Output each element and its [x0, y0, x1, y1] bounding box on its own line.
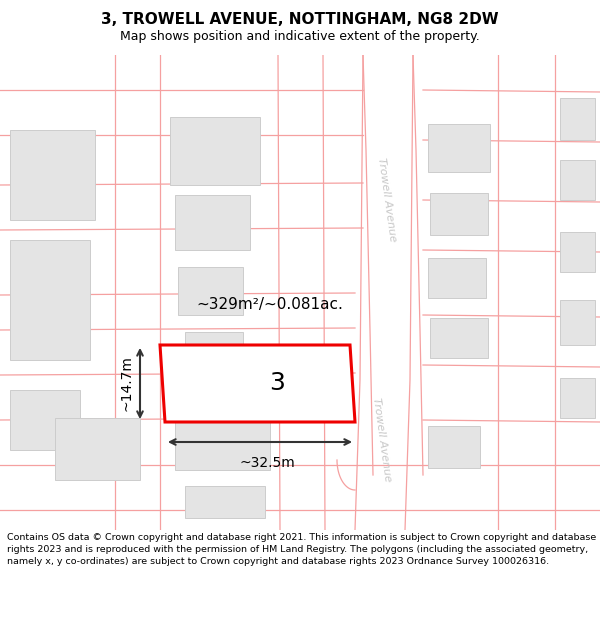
Text: ~329m²/~0.081ac.: ~329m²/~0.081ac. [197, 298, 343, 312]
Bar [428, 258, 486, 298]
Bar [10, 390, 80, 450]
Bar [430, 193, 488, 235]
Text: Trowell Avenue: Trowell Avenue [371, 398, 393, 482]
Bar [178, 267, 243, 315]
Bar [55, 418, 140, 480]
Bar [185, 486, 265, 518]
Bar [560, 378, 595, 418]
Bar [185, 332, 243, 362]
Bar [560, 300, 595, 345]
Bar [560, 160, 595, 200]
Text: 3, TROWELL AVENUE, NOTTINGHAM, NG8 2DW: 3, TROWELL AVENUE, NOTTINGHAM, NG8 2DW [101, 12, 499, 27]
Polygon shape [160, 345, 355, 422]
Text: 3: 3 [269, 371, 286, 396]
Bar [560, 98, 595, 140]
Text: ~32.5m: ~32.5m [239, 456, 295, 470]
Text: Trowell Avenue: Trowell Avenue [376, 158, 398, 242]
Bar [428, 426, 480, 468]
Bar [175, 195, 250, 250]
Bar [175, 398, 270, 470]
Bar [10, 240, 90, 360]
Text: Contains OS data © Crown copyright and database right 2021. This information is : Contains OS data © Crown copyright and d… [7, 533, 596, 566]
Bar [10, 130, 95, 220]
Bar [170, 117, 260, 185]
Bar [428, 124, 490, 172]
Text: Map shows position and indicative extent of the property.: Map shows position and indicative extent… [120, 30, 480, 43]
Text: ~14.7m: ~14.7m [120, 356, 134, 411]
Bar [430, 318, 488, 358]
Bar [560, 232, 595, 272]
